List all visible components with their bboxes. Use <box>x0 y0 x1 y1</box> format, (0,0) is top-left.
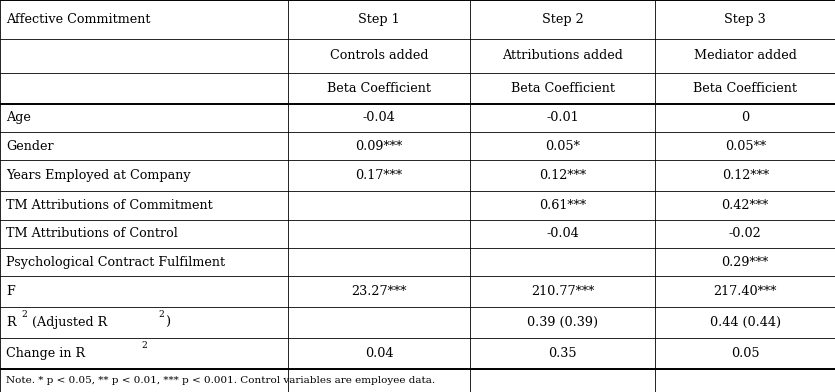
Text: 0.61***: 0.61*** <box>539 199 586 212</box>
Text: Psychological Contract Fulfilment: Psychological Contract Fulfilment <box>6 256 225 269</box>
Text: 0.39 (0.39): 0.39 (0.39) <box>527 316 599 329</box>
Text: 2: 2 <box>159 310 164 319</box>
Text: 210.77***: 210.77*** <box>531 285 595 298</box>
Text: 23.27***: 23.27*** <box>352 285 407 298</box>
Text: 0.05: 0.05 <box>731 347 760 360</box>
Text: Note. * p < 0.05, ** p < 0.01, *** p < 0.001. Control variables are employee dat: Note. * p < 0.05, ** p < 0.01, *** p < 0… <box>6 376 435 385</box>
Text: R: R <box>6 316 16 329</box>
Text: Beta Coefficient: Beta Coefficient <box>511 82 615 95</box>
Text: Step 1: Step 1 <box>358 13 400 26</box>
Text: Gender: Gender <box>6 140 53 152</box>
Text: Mediator added: Mediator added <box>694 49 797 62</box>
Text: 0.17***: 0.17*** <box>356 169 402 182</box>
Text: -0.02: -0.02 <box>729 227 762 240</box>
Text: Controls added: Controls added <box>330 49 428 62</box>
Text: 2: 2 <box>21 310 27 319</box>
Text: 0.35: 0.35 <box>549 347 577 360</box>
Text: 0.05*: 0.05* <box>545 140 580 152</box>
Text: -0.01: -0.01 <box>546 111 579 124</box>
Text: Step 2: Step 2 <box>542 13 584 26</box>
Text: -0.04: -0.04 <box>362 111 396 124</box>
Text: (Adjusted R: (Adjusted R <box>28 316 107 329</box>
Text: TM Attributions of Commitment: TM Attributions of Commitment <box>6 199 213 212</box>
Text: 0.04: 0.04 <box>365 347 393 360</box>
Text: 217.40***: 217.40*** <box>714 285 777 298</box>
Text: Step 3: Step 3 <box>724 13 766 26</box>
Text: 0.09***: 0.09*** <box>356 140 402 152</box>
Text: Change in R: Change in R <box>6 347 85 360</box>
Text: 0.42***: 0.42*** <box>721 199 769 212</box>
Text: TM Attributions of Control: TM Attributions of Control <box>6 227 178 240</box>
Text: Affective Commitment: Affective Commitment <box>6 13 150 26</box>
Text: Beta Coefficient: Beta Coefficient <box>693 82 797 95</box>
Text: Age: Age <box>6 111 31 124</box>
Text: ): ) <box>165 316 170 329</box>
Text: F: F <box>6 285 14 298</box>
Text: 2: 2 <box>141 341 147 350</box>
Text: 0.12***: 0.12*** <box>721 169 769 182</box>
Text: 0.44 (0.44): 0.44 (0.44) <box>710 316 781 329</box>
Text: 0.12***: 0.12*** <box>539 169 586 182</box>
Text: 0: 0 <box>741 111 749 124</box>
Text: 0.05**: 0.05** <box>725 140 766 152</box>
Text: -0.04: -0.04 <box>546 227 579 240</box>
Text: 0.29***: 0.29*** <box>721 256 769 269</box>
Text: Beta Coefficient: Beta Coefficient <box>327 82 431 95</box>
Text: Attributions added: Attributions added <box>503 49 623 62</box>
Text: Years Employed at Company: Years Employed at Company <box>6 169 190 182</box>
